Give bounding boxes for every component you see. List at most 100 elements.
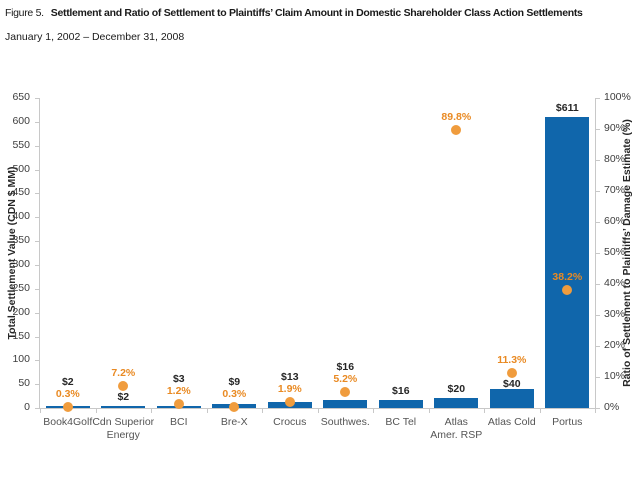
y-axis-tick-label-left: 550: [12, 138, 30, 151]
bar: [545, 117, 590, 408]
y-axis-tick-label-left: 100: [12, 353, 30, 366]
category-label: Portus: [552, 416, 583, 428]
y-axis-tick-right: [596, 346, 600, 347]
y-axis-tick-right: [596, 98, 600, 99]
y-axis-tick-left: [35, 288, 39, 290]
x-axis-tick: [95, 408, 97, 413]
ratio-dot: [451, 124, 462, 135]
bar-value-label: $40: [503, 378, 521, 390]
ratio-value-label: 1.9%: [277, 383, 302, 396]
y-axis-tick-right: [596, 315, 600, 316]
y-axis-tick-left: [35, 312, 39, 314]
y-axis-tick-right: [596, 408, 600, 409]
y-axis-tick-left: [35, 384, 39, 386]
y-axis-tick-label-right: 100%: [604, 91, 631, 103]
category-label: Atlas Cold: [487, 416, 536, 428]
y-axis-tick-right: [596, 284, 600, 285]
y-axis-tick-right: [596, 129, 600, 130]
ratio-value-label: 7.2%: [111, 366, 136, 379]
y-axis-tick-label-left: 200: [12, 305, 30, 318]
ratio-dot: [229, 402, 240, 413]
y-axis-tick-label-left: 450: [12, 186, 30, 199]
bar: [434, 398, 479, 408]
category-label: Book4Golf: [43, 416, 93, 428]
y-axis-tick-label-left: 150: [12, 329, 30, 342]
ratio-value-label: 89.8%: [441, 110, 472, 123]
category-label: Southwes.: [320, 416, 370, 428]
x-axis-tick: [373, 408, 374, 413]
y-axis-tick-label-right: 90%: [604, 122, 626, 134]
y-axis-tick-left: [35, 193, 39, 195]
ratio-value-label: 1.2%: [166, 385, 191, 398]
x-axis-tick: [40, 408, 41, 413]
category-label: Bre-X: [220, 416, 248, 428]
ratio-dot: [506, 368, 517, 378]
ratio-value-label: 11.3%: [497, 354, 527, 366]
y-axis-tick-left: [35, 217, 39, 219]
bar-value-label: $16: [336, 360, 355, 373]
category-label: BCI: [169, 416, 188, 428]
y-axis-tick-left: [35, 98, 39, 99]
y-axis-tick-label-left: 0: [24, 401, 30, 413]
y-axis-tick-label-left: 600: [12, 114, 30, 127]
y-axis-tick-label-right: 70%: [604, 184, 626, 196]
bar-value-label: $9: [228, 376, 241, 389]
category-label: Crocus: [273, 416, 307, 428]
y-axis-tick-right: [596, 253, 600, 254]
y-axis-tick-right: [596, 160, 600, 161]
bar: [101, 406, 146, 408]
y-axis-tick-label-left: 50: [18, 377, 30, 390]
y-axis-tick-label-right: 60%: [604, 215, 626, 227]
y-axis-tick-label-left: 300: [12, 257, 30, 270]
y-axis-tick-label-right: 30%: [604, 308, 626, 320]
ratio-dot: [62, 402, 73, 413]
y-axis-tick-label-right: 0%: [604, 401, 620, 413]
bar-value-label: $2: [117, 391, 130, 403]
y-axis-tick-label-left: 350: [12, 234, 30, 247]
category-label: Cdn Superior Energy: [92, 416, 155, 441]
ratio-value-label: 5.2%: [333, 372, 358, 385]
y-axis-tick-left: [35, 336, 39, 338]
y-axis-tick-left: [35, 145, 39, 147]
ratio-dot: [118, 380, 129, 391]
ratio-dot: [340, 386, 351, 397]
y-axis-tick-right: [596, 377, 600, 378]
y-axis-tick-label-right: 40%: [604, 277, 626, 289]
y-axis-tick-left: [35, 264, 39, 266]
category-label: BC Tel: [385, 416, 417, 428]
ratio-value-label: 0.3%: [222, 388, 247, 401]
bar-value-label: $3: [172, 373, 185, 386]
bar-value-label: $611: [555, 102, 579, 114]
figure-number-label: Figure 5.: [5, 7, 44, 19]
y-axis-tick-left: [35, 241, 39, 243]
y-axis-tick-label-right: 50%: [604, 246, 626, 258]
figure-title: Figure 5. Settlement and Ratio of Settlem…: [5, 7, 583, 19]
ratio-value-label: 38.2%: [552, 270, 583, 283]
y-axis-line-right: [595, 98, 596, 409]
bar: [323, 400, 368, 408]
x-axis-tick: [595, 408, 596, 413]
y-axis-tick-left: [35, 408, 39, 409]
x-axis-tick: [539, 408, 541, 413]
bar-value-label: $13: [281, 371, 299, 384]
y-axis-line-left: [39, 98, 40, 409]
bar: [378, 400, 423, 408]
x-axis-tick: [317, 408, 319, 413]
y-axis-tick-label-left: 400: [12, 210, 30, 223]
x-axis-tick: [206, 408, 208, 413]
y-axis-tick-left: [35, 360, 39, 362]
y-axis-tick-right: [596, 191, 600, 192]
y-axis-tick-left: [35, 169, 39, 171]
category-label: Atlas Amer. RSP: [430, 416, 483, 441]
ratio-value-label: 0.3%: [55, 388, 80, 401]
bar-value-label: $2: [61, 376, 74, 389]
figure-subtitle: January 1, 2002 – December 31, 2008: [5, 31, 185, 43]
x-axis-tick: [262, 408, 263, 413]
x-axis-tick: [484, 408, 485, 413]
ratio-dot: [284, 397, 295, 408]
y-axis-tick-label-left: 500: [12, 162, 30, 175]
x-axis-tick: [151, 408, 152, 413]
ratio-dot: [173, 399, 184, 410]
